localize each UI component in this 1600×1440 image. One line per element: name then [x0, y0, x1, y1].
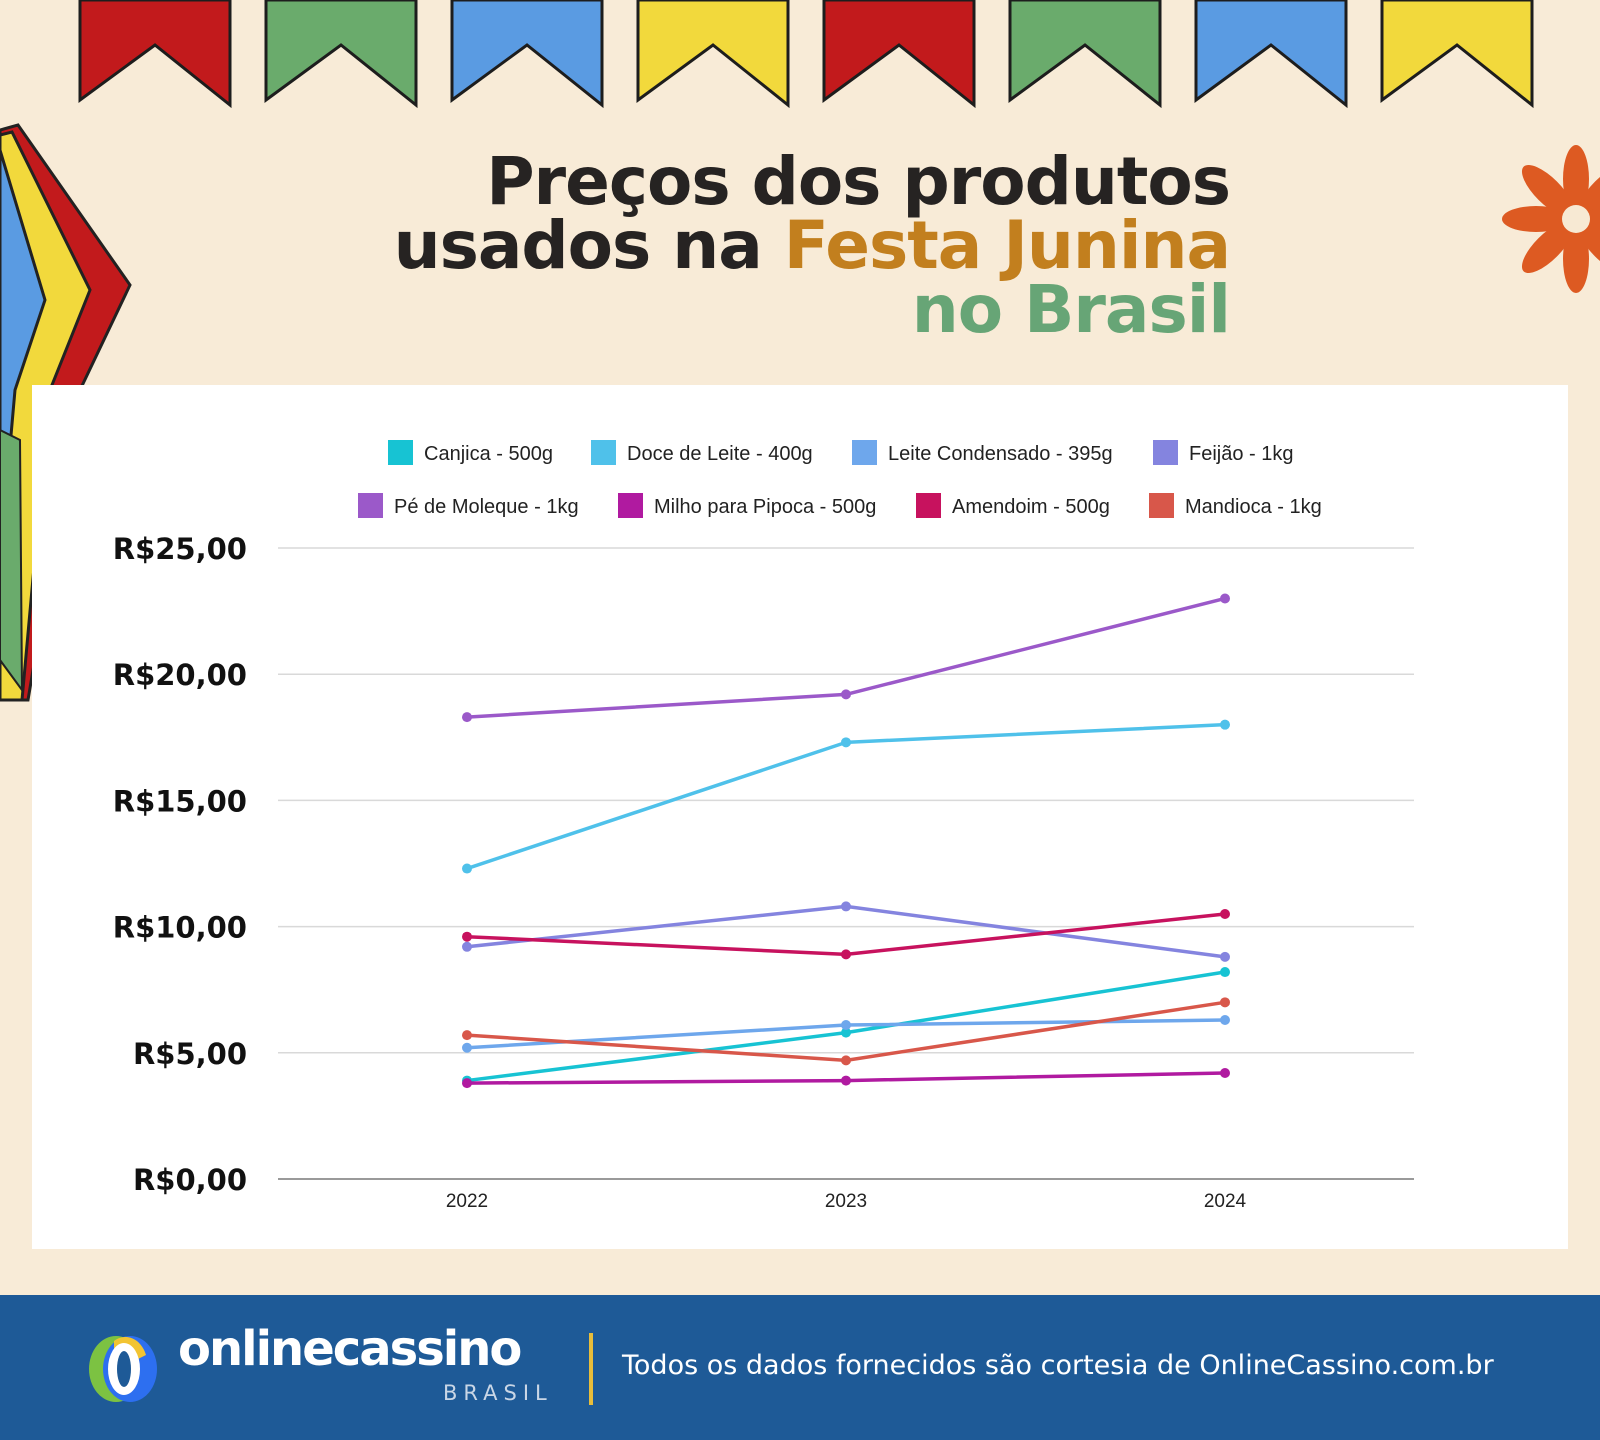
- data-point: [1220, 908, 1230, 919]
- chart-card: R$0,00 R$5,00 R$10,00 R$15,00 R$20,00 R$25,00…: [32, 385, 1568, 1249]
- data-point: [841, 1020, 851, 1031]
- bunting-flag: [78, 0, 232, 109]
- flower-petal: [1521, 221, 1574, 274]
- flower-petal: [1582, 206, 1600, 232]
- data-point: [462, 941, 472, 952]
- data-point: [1220, 1014, 1230, 1025]
- title-highlight-festa-junina: Festa Junina: [783, 207, 1231, 284]
- data-point: [462, 1042, 472, 1053]
- legend-swatch: [852, 440, 877, 465]
- y-tick-label: R$20,00: [113, 658, 247, 692]
- line-chart: R$0,00 R$5,00 R$10,00 R$15,00 R$20,00 R$25,00…: [113, 440, 1414, 1212]
- title-line-2: usados na Festa Junina: [370, 213, 1231, 279]
- data-point: [462, 1078, 472, 1089]
- data-point: [462, 863, 472, 874]
- data-point: [1220, 719, 1230, 730]
- data-point: [1220, 967, 1230, 978]
- legend-swatch: [916, 493, 941, 518]
- legend-label: Pé de Moleque - 1kg: [394, 496, 579, 518]
- x-tick-label: 2024: [1204, 1191, 1247, 1212]
- data-point: [841, 1055, 851, 1066]
- flower-petal: [1563, 225, 1589, 293]
- legend-label: Doce de Leite - 400g: [627, 443, 813, 465]
- logo-subtitle: BRASIL: [443, 1381, 553, 1405]
- footer-credit: Todos os dados fornecidos são cortesia d…: [622, 1350, 1494, 1381]
- data-point: [462, 1030, 472, 1041]
- flower-petal: [1563, 145, 1589, 213]
- title-line-1: Preços dos produtos: [486, 143, 1231, 220]
- footer-bar: onlinecassino BRASIL Todos os dados forn…: [0, 1295, 1600, 1440]
- x-tick-label: 2022: [446, 1191, 488, 1212]
- legend-swatch: [358, 493, 383, 518]
- data-point: [841, 737, 851, 748]
- y-tick-label: R$15,00: [113, 784, 247, 818]
- legend-swatch: [1149, 493, 1174, 518]
- data-point: [462, 931, 472, 942]
- legend-label: Feijão - 1kg: [1189, 443, 1294, 465]
- legend-label: Milho para Pipoca - 500g: [654, 496, 876, 518]
- data-point: [841, 949, 851, 960]
- data-point: [841, 689, 851, 700]
- flower-petal: [1578, 221, 1600, 274]
- data-point: [1220, 593, 1230, 604]
- bunting-flag: [636, 0, 790, 109]
- flower-decoration: [1502, 145, 1600, 293]
- legend-swatch: [1153, 440, 1178, 465]
- legend-label: Leite Condensado - 395g: [888, 443, 1113, 465]
- page-title: Preços dos produtos usados na Festa Juni…: [370, 143, 1231, 348]
- legend-swatch: [618, 493, 643, 518]
- data-point: [841, 1027, 851, 1038]
- data-point: [462, 712, 472, 723]
- onlinecassino-logo-icon: [89, 1336, 157, 1402]
- bunting-flag: [822, 0, 976, 109]
- legend-swatch: [591, 440, 616, 465]
- flower-petal: [1521, 164, 1574, 217]
- footer-divider: [589, 1333, 593, 1405]
- y-tick-label: R$25,00: [113, 532, 247, 566]
- data-point: [841, 901, 851, 912]
- bunting-flag: [450, 0, 604, 109]
- legend-swatch: [388, 440, 413, 465]
- bunting-flag: [1380, 0, 1534, 109]
- flower-petal: [1578, 164, 1600, 217]
- data-point: [1220, 1067, 1230, 1078]
- bunting-flag: [1008, 0, 1162, 109]
- bunting-flag: [1194, 0, 1348, 109]
- bunting-flag: [264, 0, 418, 109]
- series-line: [466, 904, 1226, 959]
- y-tick-label: R$0,00: [133, 1163, 247, 1197]
- title-line-2-plain: usados na: [393, 207, 784, 284]
- title-line-3: no Brasil: [911, 271, 1231, 348]
- flower-petal: [1502, 206, 1570, 232]
- legend-label: Canjica - 500g: [424, 443, 553, 465]
- data-point: [841, 1075, 851, 1086]
- legend-label: Mandioca - 1kg: [1185, 496, 1322, 518]
- logo-wordmark: onlinecassino: [178, 1321, 522, 1377]
- bunting-flags: [78, 0, 1534, 109]
- x-tick-label: 2023: [825, 1191, 867, 1212]
- y-tick-label: R$10,00: [113, 911, 247, 945]
- legend-label: Amendoim - 500g: [952, 496, 1110, 518]
- data-point: [1220, 951, 1230, 962]
- data-point: [1220, 997, 1230, 1008]
- y-tick-label: R$5,00: [133, 1037, 247, 1071]
